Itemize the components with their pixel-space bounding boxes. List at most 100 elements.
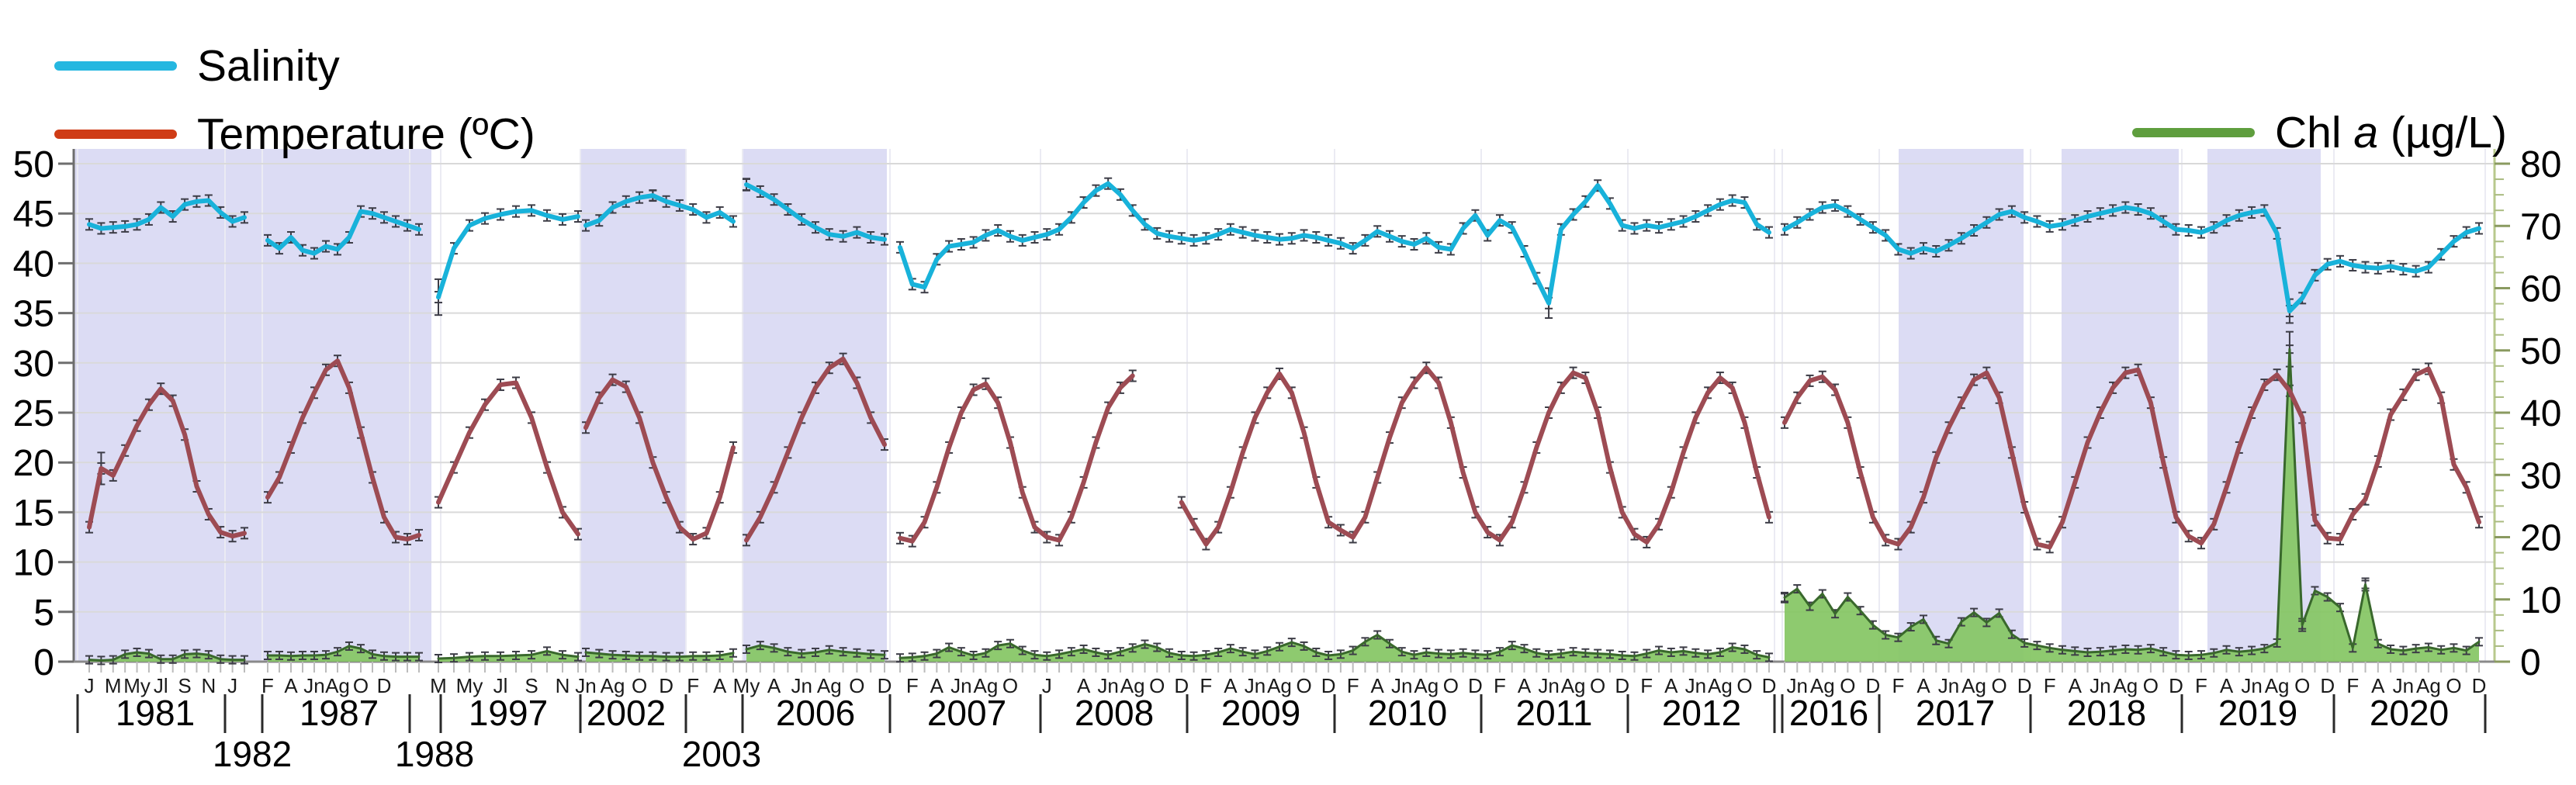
year-label: 2011 [1516,693,1593,733]
month-label: D [2017,674,2032,697]
left-axis-label: 15 [13,493,54,534]
legend-right: Chl a (µg/L) [2132,107,2507,158]
month-label: Jn [1097,674,1118,697]
month-label: D [1866,674,1881,697]
year-label: 2008 [1075,693,1154,733]
month-label: D [2169,674,2183,697]
month-label: O [1840,674,1855,697]
salinity-line [744,182,887,242]
legend-item-salinity: Salinity [54,40,535,92]
left-axis-label: 35 [13,294,54,335]
month-label: A [1224,674,1238,697]
month-label: Ag [1120,674,1145,697]
month-label: D [1468,674,1483,697]
year-label: 2002 [587,693,666,733]
month-label: S [525,674,538,697]
month-label: Jn [1685,674,1706,697]
month-label: Jn [1938,674,1959,697]
month-label: A [1077,674,1091,697]
year-label: 2019 [2218,693,2297,733]
month-label: D [659,674,673,697]
month-label: F [2195,674,2207,697]
month-label: Ag [2265,674,2290,697]
month-label: F [1347,674,1359,697]
month-label: Ag [601,674,625,697]
year-label: 1981 [116,693,195,733]
month-label: A [767,674,781,697]
left-axis-label: 50 [13,144,54,185]
temperature-line [1782,366,2481,550]
month-label: My [123,674,151,697]
chl-area [1785,349,2479,662]
highlight-band [2207,149,2321,662]
month-label: A [713,674,727,697]
month-label: F [1892,674,1905,697]
month-label: A [2069,674,2083,697]
month-label: A [284,674,298,697]
month-label: D [1762,674,1777,697]
left-axis-label: 20 [13,443,54,484]
month-label: Jn [950,674,971,697]
month-label: D [1615,674,1629,697]
legend-chl-label: Chl a (µg/L) [2275,108,2507,157]
right-axis-label: 10 [2520,580,2561,621]
month-label: Jn [2393,674,2414,697]
month-label: F [1640,674,1653,697]
left-axis-label: 5 [33,593,54,634]
month-label: N [556,674,570,697]
year-label: 2009 [1221,693,1300,733]
month-label: Ag [1810,674,1835,697]
month-label: A [2220,674,2234,697]
right-axis-label: 60 [2520,269,2561,310]
month-label: J [227,674,237,697]
year-label: 1987 [299,693,379,733]
month-label: Ag [974,674,999,697]
month-label: J [85,674,95,697]
month-label: F [1494,674,1506,697]
month-label: F [261,674,274,697]
month-label: Ag [817,674,842,697]
month-label: O [1443,674,1459,697]
temperature-line [87,386,247,539]
month-label: Jn [1787,674,1808,697]
salinity-line [87,198,247,231]
month-label: D [377,674,392,697]
year-label: 2006 [776,693,855,733]
chl-line [437,649,580,660]
temperature-line [898,373,1135,544]
month-label: Jn [2241,674,2262,697]
month-label: Jn [303,674,324,697]
temperature-line [265,358,421,542]
month-label: Jn [1245,674,1265,697]
month-label: O [1002,674,1018,697]
legend-temperature-label: Temperature (ºC) [197,109,535,159]
chl-line [745,644,886,656]
month-label: O [1296,674,1311,697]
month-label: D [1321,674,1336,697]
year-label: 2016 [1789,693,1868,733]
legend-item-chl: Chl a (µg/L) [2132,107,2507,158]
left-axis-label: 30 [13,344,54,385]
month-label: D [878,674,892,697]
right-axis-label: 50 [2520,331,2561,372]
temperature-line [583,377,736,542]
month-label: A [1371,674,1385,697]
salinity-line [265,209,421,256]
salinity-line [1782,202,2481,313]
year-label: 2003 [682,734,761,774]
month-label: F [2346,674,2359,697]
month-label: J [1042,674,1052,697]
month-label: F [1200,674,1212,697]
legend-item-temperature: Temperature (ºC) [54,109,535,160]
month-label: A [1664,674,1678,697]
year-label: 1988 [395,734,474,774]
year-label: 2010 [1368,693,1447,733]
chl-line [1783,348,2481,657]
year-label: 2020 [2370,693,2449,733]
month-label: Ag [1708,674,1733,697]
left-axis-label: 10 [13,543,54,584]
month-label: Ag [1267,674,1292,697]
right-axis-label: 80 [2520,144,2561,185]
